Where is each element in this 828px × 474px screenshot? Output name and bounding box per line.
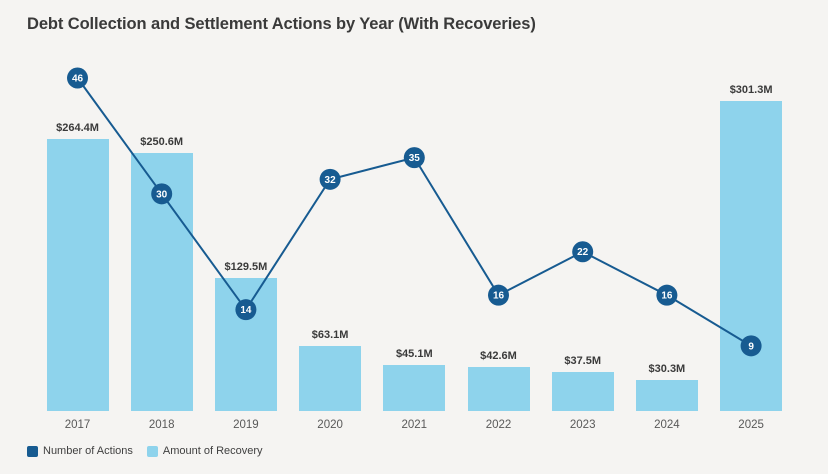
legend-label-actions: Number of Actions xyxy=(43,445,133,457)
x-axis-label: 2022 xyxy=(485,419,512,431)
bar-value-label: $301.3M xyxy=(729,84,773,96)
actions-marker-value: 32 xyxy=(325,175,337,186)
x-axis-label: 2025 xyxy=(738,419,764,431)
legend-item-actions: Number of Actions xyxy=(27,445,133,457)
x-axis-label: 2020 xyxy=(317,419,343,431)
legend-label-recovery: Amount of Recovery xyxy=(162,445,263,457)
actions-marker xyxy=(488,284,509,306)
bar-2018 xyxy=(130,153,193,411)
bar-2020 xyxy=(299,346,362,411)
actions-marker xyxy=(572,241,594,263)
bar-2017 xyxy=(46,138,109,411)
bar-value-label: $264.4M xyxy=(56,121,99,134)
legend-swatch-recovery xyxy=(146,445,158,457)
bar-2024 xyxy=(635,379,698,411)
bar-value-label: $63.1M xyxy=(311,329,349,342)
bar-2025 xyxy=(720,101,783,411)
legend-item-recovery: Amount of Recovery xyxy=(146,445,263,457)
x-axis-label: 2023 xyxy=(569,419,596,431)
bar-value-label: $250.6M xyxy=(140,136,184,149)
bar-2022 xyxy=(467,367,530,411)
bar-value-label: $42.6M xyxy=(480,350,517,363)
x-axis-label: 2021 xyxy=(401,419,428,431)
actions-marker-value: 22 xyxy=(577,247,589,258)
actions-marker xyxy=(403,147,425,169)
bar-2019 xyxy=(214,277,277,411)
legend-swatch-actions xyxy=(27,445,38,457)
bar-value-label: $45.1M xyxy=(395,347,433,360)
x-axis-label: 2018 xyxy=(148,419,175,431)
x-axis-label: 2019 xyxy=(233,419,259,431)
actions-marker xyxy=(319,168,341,190)
bar-value-label: $129.5M xyxy=(224,260,268,273)
chart-title: Debt Collection and Settlement Actions b… xyxy=(27,15,536,33)
actions-marker-value: 16 xyxy=(493,291,505,302)
bar-2021 xyxy=(383,364,446,411)
bar-2023 xyxy=(551,372,614,411)
x-axis-label: 2017 xyxy=(64,419,91,431)
bar-value-label: $30.3M xyxy=(648,362,686,375)
actions-marker-value: 35 xyxy=(409,153,421,164)
actions-marker xyxy=(656,284,678,306)
actions-marker-value: 16 xyxy=(661,291,673,302)
legend: Number of Actions Amount of Recovery xyxy=(27,445,263,457)
actions-marker xyxy=(67,67,88,89)
x-axis-label: 2024 xyxy=(654,419,680,431)
actions-marker-value: 46 xyxy=(72,74,84,85)
bar-value-label: $37.5M xyxy=(564,355,602,368)
